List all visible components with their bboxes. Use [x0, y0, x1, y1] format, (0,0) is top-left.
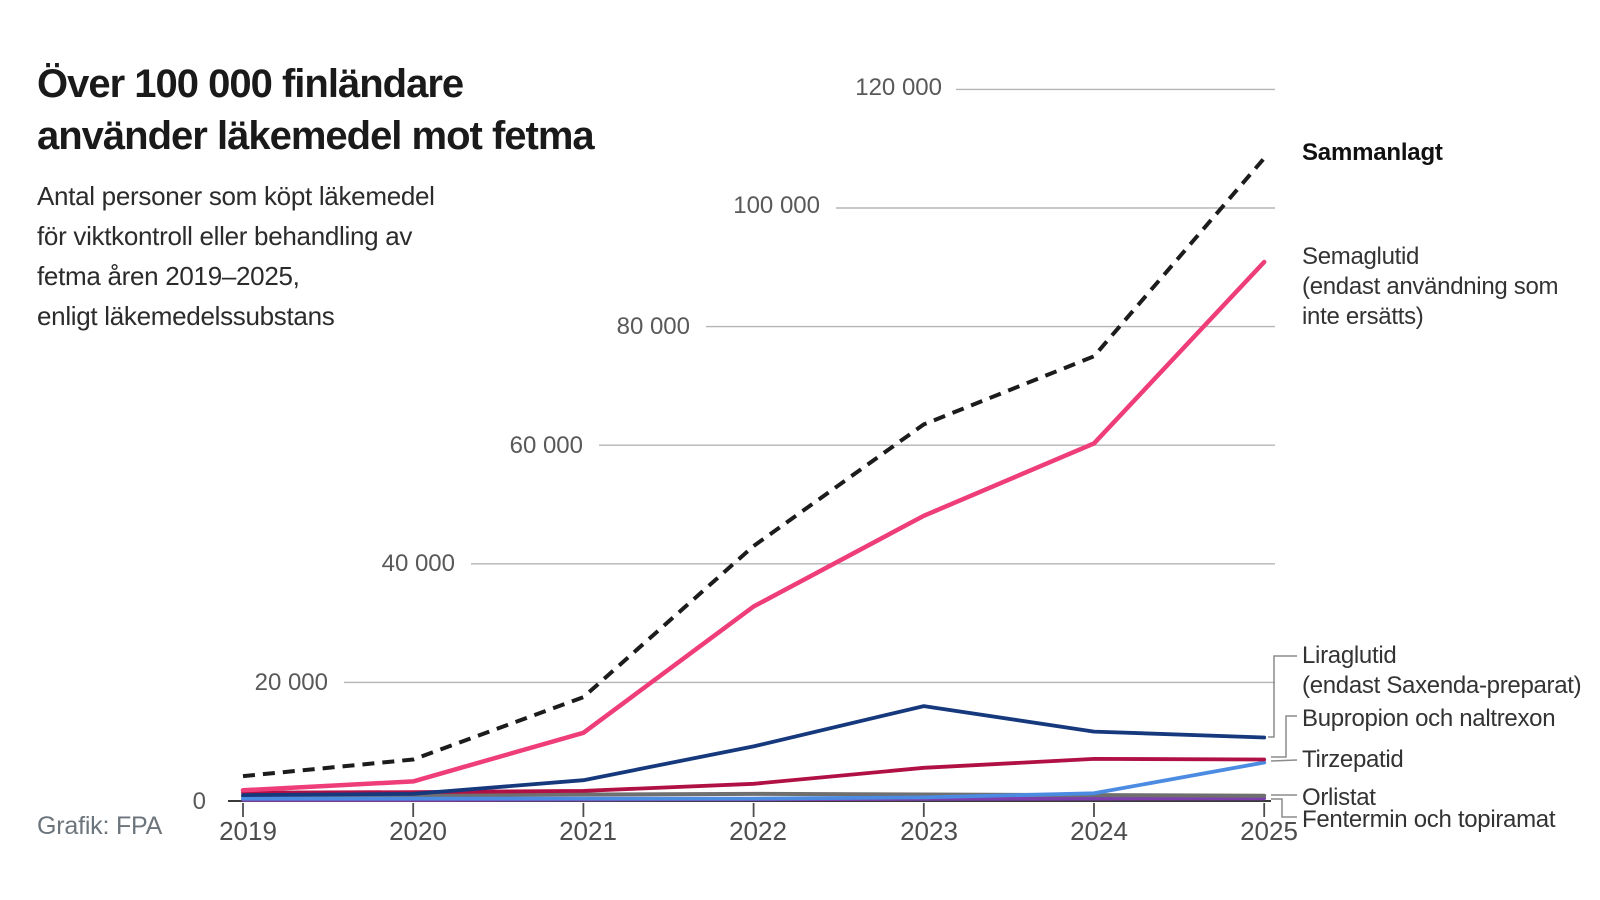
title-line-1: Över 100 000 finländare [37, 62, 464, 106]
series-line-bupropion [241, 757, 1267, 795]
legend-sammanlagt: Sammanlagt [1302, 139, 1443, 166]
x-tick-2020: 2020 [389, 816, 447, 846]
title-line-2: använder läkemedel mot fetma [37, 114, 595, 158]
y-tick-80000: 80 000 [616, 313, 690, 340]
legend-semaglutid: Semaglutid (endast användning som inte e… [1302, 243, 1559, 330]
y-tick-40000: 40 000 [381, 550, 455, 577]
legend-fentermin: Fentermin och topiramat [1302, 806, 1556, 833]
chart-subtitle: Antal personer som köpt läkemedel för vi… [37, 176, 435, 336]
subtitle-line-1: Antal personer som köpt läkemedel [37, 181, 435, 211]
x-tick-2022: 2022 [729, 816, 787, 846]
y-tick-60000: 60 000 [509, 432, 583, 459]
y-tick-0: 0 [192, 788, 206, 815]
legend-liraglutid: Liraglutid (endast Saxenda-preparat) [1302, 642, 1582, 699]
x-tick-2025: 2025 [1240, 816, 1298, 846]
leader-bupropion [1271, 715, 1297, 758]
subtitle-line-3: fetma åren 2019–2025, [37, 261, 300, 291]
legend-tirzepatid: Tirzepatid [1302, 746, 1404, 773]
page-title: Över 100 000 finländare använder läkemed… [37, 58, 595, 162]
leader-fentermin [1271, 798, 1297, 818]
y-tick-20000: 20 000 [254, 669, 328, 696]
series-line-liraglutid [241, 704, 1267, 797]
x-tick-2023: 2023 [900, 816, 958, 846]
subtitle-line-2: för viktkontroll eller behandling av [37, 221, 413, 251]
leader-liraglutid [1268, 655, 1297, 738]
x-tick-2021: 2021 [559, 816, 617, 846]
series-line-semaglutid [240, 259, 1267, 793]
y-tick-100000: 100 000 [733, 192, 820, 219]
x-tick-2019: 2019 [219, 816, 277, 846]
x-tick-2024: 2024 [1070, 816, 1128, 846]
leader-tirzepatid [1270, 759, 1298, 762]
source-credit: Grafik: FPA [37, 812, 163, 840]
series-line-tirzepatid [241, 760, 1267, 801]
subtitle-line-4: enligt läkemedelssubstans [37, 301, 335, 331]
series-line-sammanlagt [242, 156, 1266, 779]
y-tick-120000: 120 000 [855, 74, 942, 101]
legend-orlistat: Orlistat [1302, 784, 1376, 811]
legend-bupropion: Bupropion och naltrexon [1302, 705, 1556, 732]
